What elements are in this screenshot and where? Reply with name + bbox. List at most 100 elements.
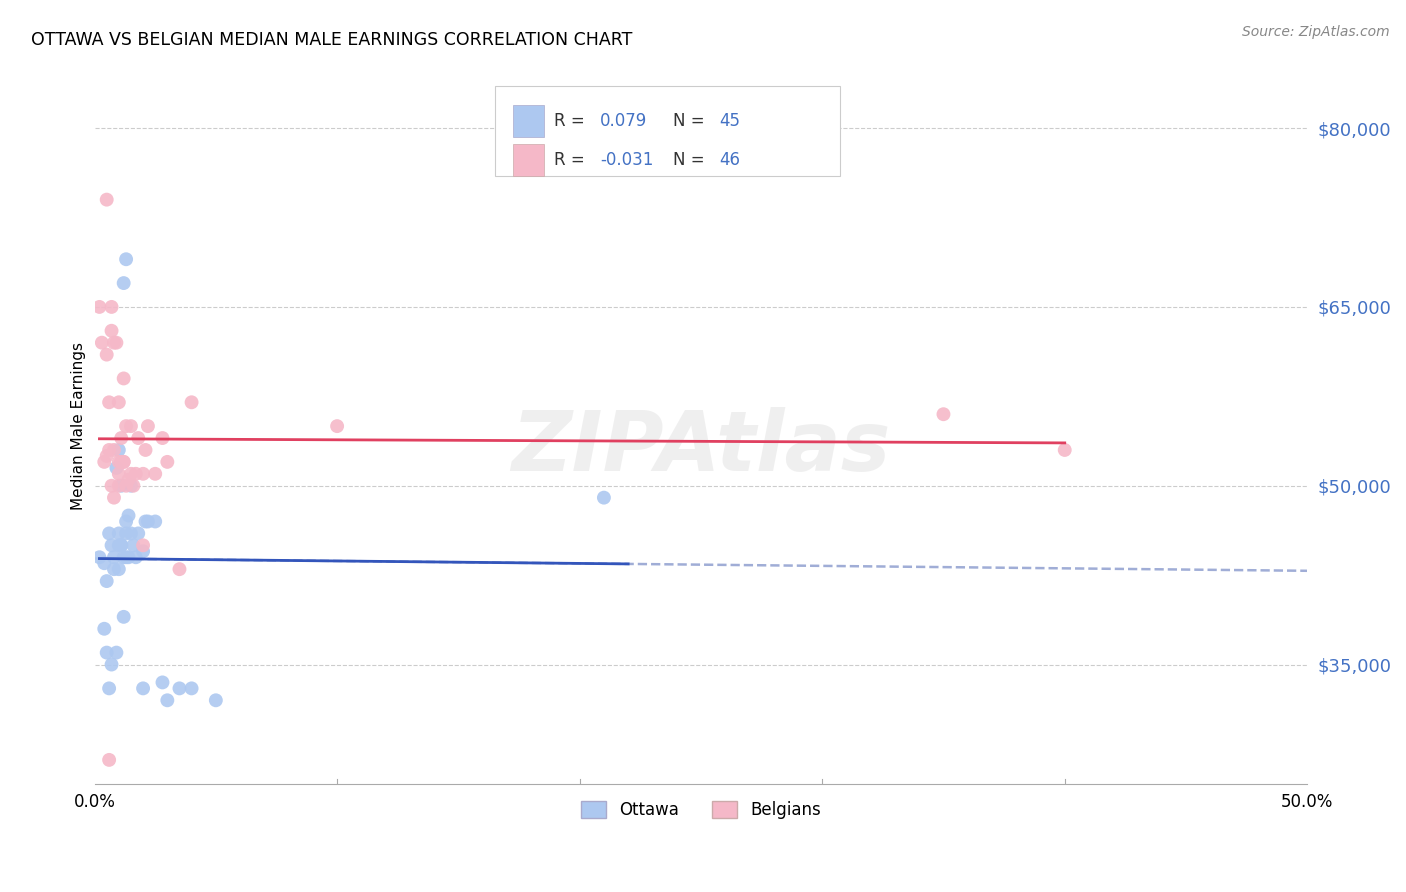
Point <box>112 550 135 565</box>
Point <box>90 335 112 350</box>
Point <box>108 395 131 409</box>
Point <box>110 538 132 552</box>
Text: R =: R = <box>554 151 591 169</box>
Point <box>120 467 142 481</box>
FancyBboxPatch shape <box>513 105 544 137</box>
Text: OTTAWA VS BELGIAN MEDIAN MALE EARNINGS CORRELATION CHART: OTTAWA VS BELGIAN MEDIAN MALE EARNINGS C… <box>31 31 633 49</box>
Point <box>100 300 122 314</box>
Text: ZIPAtlas: ZIPAtlas <box>512 407 890 488</box>
Point <box>110 455 132 469</box>
Point <box>932 407 955 421</box>
Point <box>108 526 131 541</box>
Point <box>96 449 118 463</box>
Point <box>120 526 142 541</box>
Point <box>1053 442 1076 457</box>
Point <box>110 431 132 445</box>
Point <box>127 431 149 445</box>
Point <box>100 657 122 672</box>
Text: N =: N = <box>673 151 710 169</box>
Point <box>96 646 118 660</box>
Point <box>326 419 349 434</box>
Point <box>108 562 131 576</box>
Point <box>122 479 145 493</box>
Legend: Ottawa, Belgians: Ottawa, Belgians <box>574 794 828 825</box>
Point <box>112 455 135 469</box>
Point <box>120 419 142 434</box>
Point <box>117 508 139 523</box>
Point <box>112 371 135 385</box>
Point <box>100 324 122 338</box>
Point <box>180 395 202 409</box>
Point <box>98 753 121 767</box>
Point <box>100 479 122 493</box>
Point <box>115 515 138 529</box>
Point <box>105 646 128 660</box>
Point <box>110 455 132 469</box>
Point <box>132 538 155 552</box>
Point <box>180 681 202 696</box>
Point <box>169 681 191 696</box>
Point <box>103 562 125 576</box>
Point <box>96 348 118 362</box>
Point <box>134 515 156 529</box>
Text: R =: R = <box>554 112 591 130</box>
Point <box>108 442 131 457</box>
Point <box>132 467 155 481</box>
Point <box>136 515 159 529</box>
Point <box>117 473 139 487</box>
Point <box>98 681 121 696</box>
Point <box>593 491 616 505</box>
Point <box>205 693 228 707</box>
Point <box>112 610 135 624</box>
Point <box>103 442 125 457</box>
Text: N =: N = <box>673 112 710 130</box>
Point <box>93 455 115 469</box>
Point <box>117 550 139 565</box>
Point <box>122 538 145 552</box>
Point <box>110 538 132 552</box>
Point <box>108 538 131 552</box>
Text: 45: 45 <box>718 112 740 130</box>
Point <box>152 431 174 445</box>
Point <box>169 562 191 576</box>
Point <box>132 544 155 558</box>
Point <box>105 460 128 475</box>
Point <box>152 675 174 690</box>
Point <box>103 491 125 505</box>
Point <box>134 442 156 457</box>
Point <box>108 467 131 481</box>
Point <box>89 300 111 314</box>
Point <box>98 395 121 409</box>
Point <box>115 526 138 541</box>
FancyBboxPatch shape <box>513 145 544 176</box>
Point <box>112 276 135 290</box>
Point <box>125 467 148 481</box>
Text: Source: ZipAtlas.com: Source: ZipAtlas.com <box>1241 25 1389 39</box>
Point <box>96 193 118 207</box>
Point <box>143 515 166 529</box>
Point <box>93 556 115 570</box>
Point <box>100 538 122 552</box>
Text: 0.079: 0.079 <box>600 112 648 130</box>
Point <box>156 455 179 469</box>
Point <box>103 550 125 565</box>
Point <box>120 479 142 493</box>
Point <box>93 622 115 636</box>
Text: 46: 46 <box>718 151 740 169</box>
Point <box>115 419 138 434</box>
Point <box>125 550 148 565</box>
Point <box>110 479 132 493</box>
Point <box>98 442 121 457</box>
Point <box>112 455 135 469</box>
Text: -0.031: -0.031 <box>600 151 654 169</box>
Point <box>143 467 166 481</box>
Point <box>136 419 159 434</box>
Point <box>115 550 138 565</box>
Point <box>156 693 179 707</box>
Point <box>89 550 111 565</box>
Point <box>103 335 125 350</box>
Point <box>115 479 138 493</box>
Y-axis label: Median Male Earnings: Median Male Earnings <box>72 343 86 510</box>
Point <box>105 335 128 350</box>
Point <box>98 526 121 541</box>
